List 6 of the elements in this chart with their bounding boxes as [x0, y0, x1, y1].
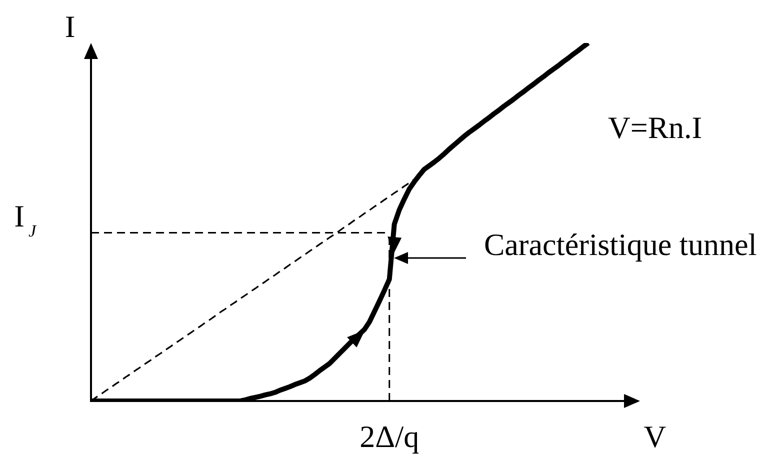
annotation: Caractéristique tunnel	[484, 227, 757, 262]
y-axis-title: I	[64, 9, 76, 44]
ref-line-label: I$_{J}$	[14, 198, 38, 240]
x-axis-title: V	[644, 419, 667, 454]
annotation: V=Rn.I	[608, 110, 702, 145]
text: 2Δ/q	[360, 419, 420, 454]
